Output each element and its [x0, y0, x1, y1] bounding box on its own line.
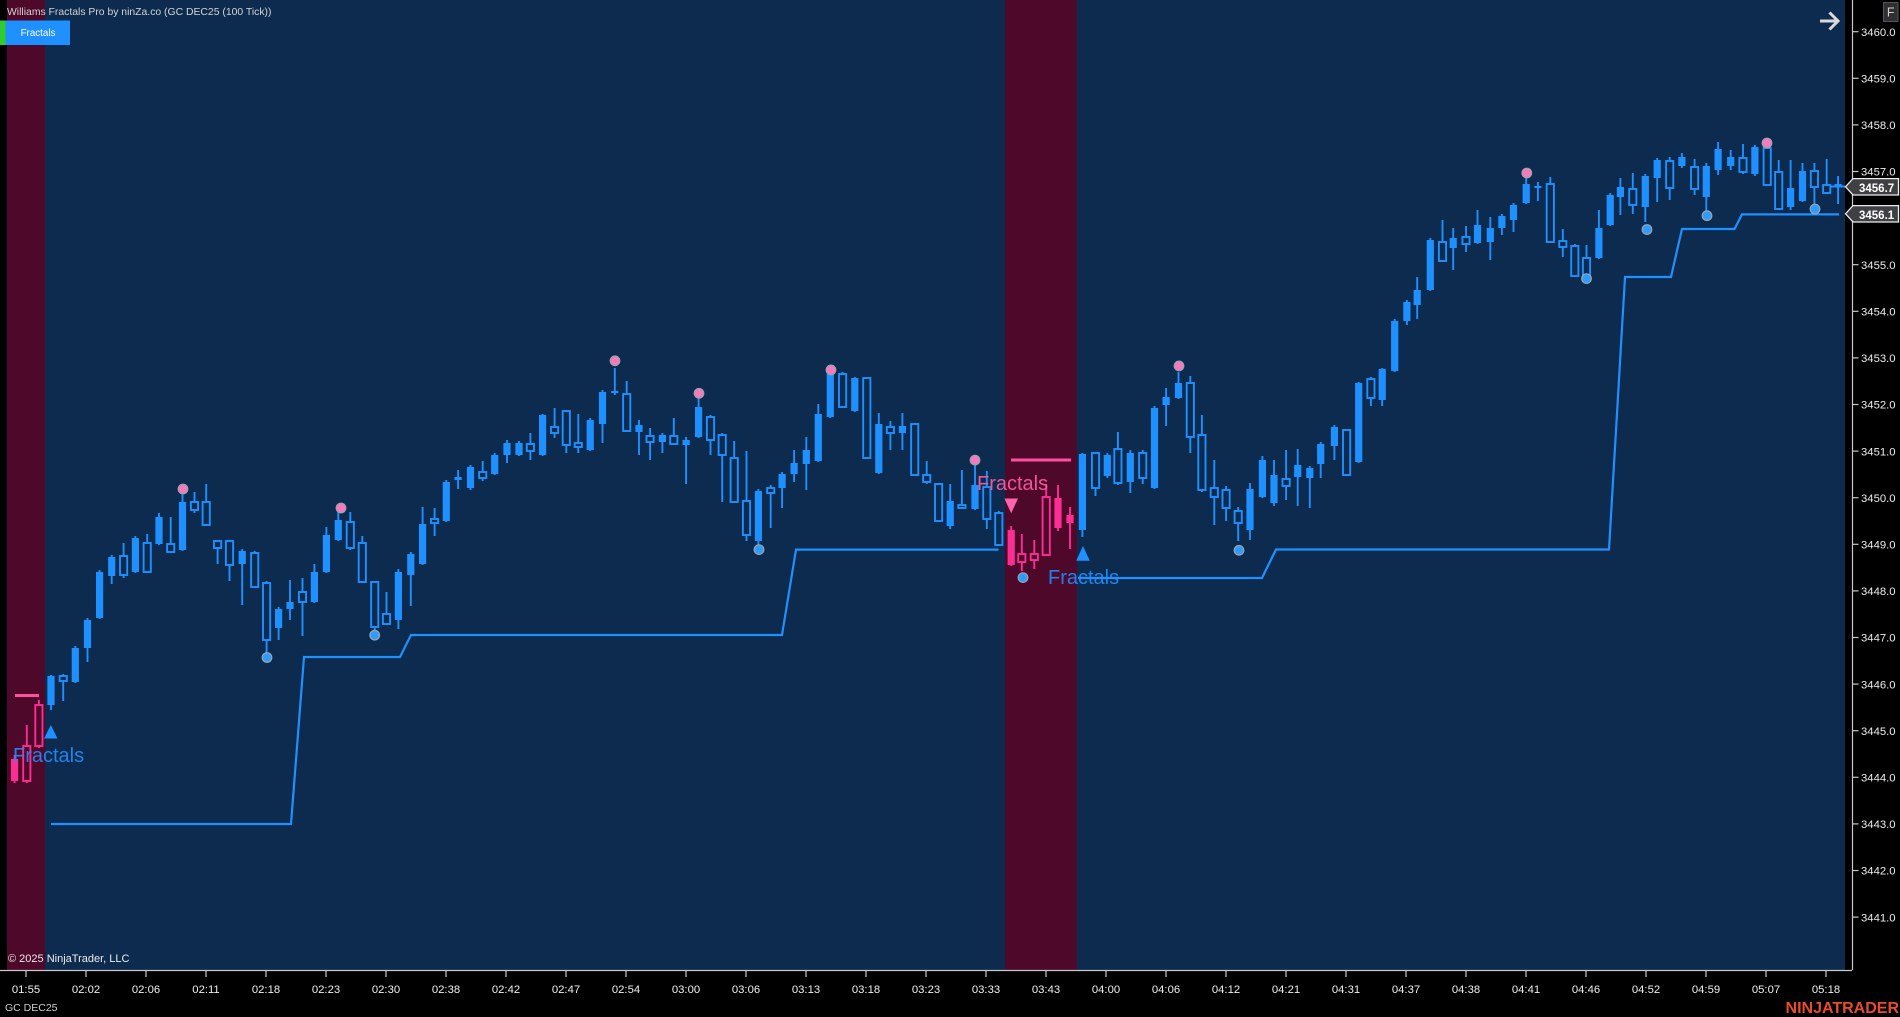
svg-text:02:18: 02:18 — [252, 984, 280, 996]
svg-text:03:33: 03:33 — [972, 984, 1000, 996]
svg-text:03:00: 03:00 — [672, 984, 700, 996]
svg-text:3447.0: 3447.0 — [1861, 633, 1896, 645]
svg-text:3448.0: 3448.0 — [1861, 586, 1896, 598]
svg-text:3459.0: 3459.0 — [1861, 74, 1896, 86]
svg-text:© 2025 NinjaTrader, LLC: © 2025 NinjaTrader, LLC — [8, 953, 129, 965]
svg-text:02:30: 02:30 — [372, 984, 400, 996]
svg-text:3456.1: 3456.1 — [1859, 210, 1895, 222]
svg-text:NINJATRADER: NINJATRADER — [1786, 1000, 1900, 1017]
svg-text:02:47: 02:47 — [552, 984, 580, 996]
svg-text:3451.0: 3451.0 — [1861, 446, 1896, 458]
svg-text:3460.0: 3460.0 — [1861, 27, 1896, 39]
svg-text:3455.0: 3455.0 — [1861, 260, 1896, 272]
svg-text:3456.7: 3456.7 — [1859, 183, 1894, 195]
svg-text:02:23: 02:23 — [312, 984, 340, 996]
svg-text:03:18: 03:18 — [852, 984, 880, 996]
svg-text:Fractals: Fractals — [21, 28, 56, 39]
svg-text:F: F — [1887, 6, 1895, 20]
svg-text:3450.0: 3450.0 — [1861, 493, 1896, 505]
svg-text:3444.0: 3444.0 — [1861, 773, 1896, 785]
svg-text:02:06: 02:06 — [132, 984, 160, 996]
svg-text:02:42: 02:42 — [492, 984, 520, 996]
svg-text:03:23: 03:23 — [912, 984, 940, 996]
svg-text:GC DEC25: GC DEC25 — [5, 1002, 58, 1014]
svg-text:04:00: 04:00 — [1092, 984, 1120, 996]
svg-text:Fractals: Fractals — [977, 473, 1048, 495]
svg-text:Williams Fractals Pro by ninZa: Williams Fractals Pro by ninZa.co (GC DE… — [7, 7, 271, 18]
svg-text:05:07: 05:07 — [1752, 984, 1780, 996]
svg-text:3446.0: 3446.0 — [1861, 679, 1896, 691]
svg-text:02:54: 02:54 — [612, 984, 640, 996]
svg-text:04:52: 04:52 — [1632, 984, 1660, 996]
svg-text:04:41: 04:41 — [1512, 984, 1540, 996]
svg-text:04:31: 04:31 — [1332, 984, 1360, 996]
svg-text:3449.0: 3449.0 — [1861, 540, 1896, 552]
svg-text:3443.0: 3443.0 — [1861, 819, 1896, 831]
svg-text:04:38: 04:38 — [1452, 984, 1480, 996]
svg-text:04:46: 04:46 — [1572, 984, 1600, 996]
svg-text:02:02: 02:02 — [72, 984, 100, 996]
svg-text:02:38: 02:38 — [432, 984, 460, 996]
svg-text:3445.0: 3445.0 — [1861, 726, 1896, 738]
svg-text:3441.0: 3441.0 — [1861, 912, 1896, 924]
svg-text:3454.0: 3454.0 — [1861, 307, 1896, 319]
svg-text:03:13: 03:13 — [792, 984, 820, 996]
svg-text:05:18: 05:18 — [1812, 984, 1840, 996]
svg-text:03:43: 03:43 — [1032, 984, 1060, 996]
svg-text:03:06: 03:06 — [732, 984, 760, 996]
svg-text:Fractals: Fractals — [1048, 567, 1119, 589]
svg-text:02:11: 02:11 — [192, 984, 219, 996]
svg-text:04:12: 04:12 — [1212, 984, 1240, 996]
svg-text:3442.0: 3442.0 — [1861, 866, 1896, 878]
svg-text:04:21: 04:21 — [1272, 984, 1300, 996]
svg-text:04:37: 04:37 — [1392, 984, 1420, 996]
svg-text:3458.0: 3458.0 — [1861, 120, 1896, 132]
svg-text:3457.0: 3457.0 — [1861, 167, 1896, 179]
svg-text:Fractals: Fractals — [13, 745, 84, 767]
svg-text:3452.0: 3452.0 — [1861, 400, 1896, 412]
svg-text:01:55: 01:55 — [12, 984, 40, 996]
svg-text:04:06: 04:06 — [1152, 984, 1180, 996]
svg-text:04:59: 04:59 — [1692, 984, 1720, 996]
svg-text:3453.0: 3453.0 — [1861, 353, 1896, 365]
